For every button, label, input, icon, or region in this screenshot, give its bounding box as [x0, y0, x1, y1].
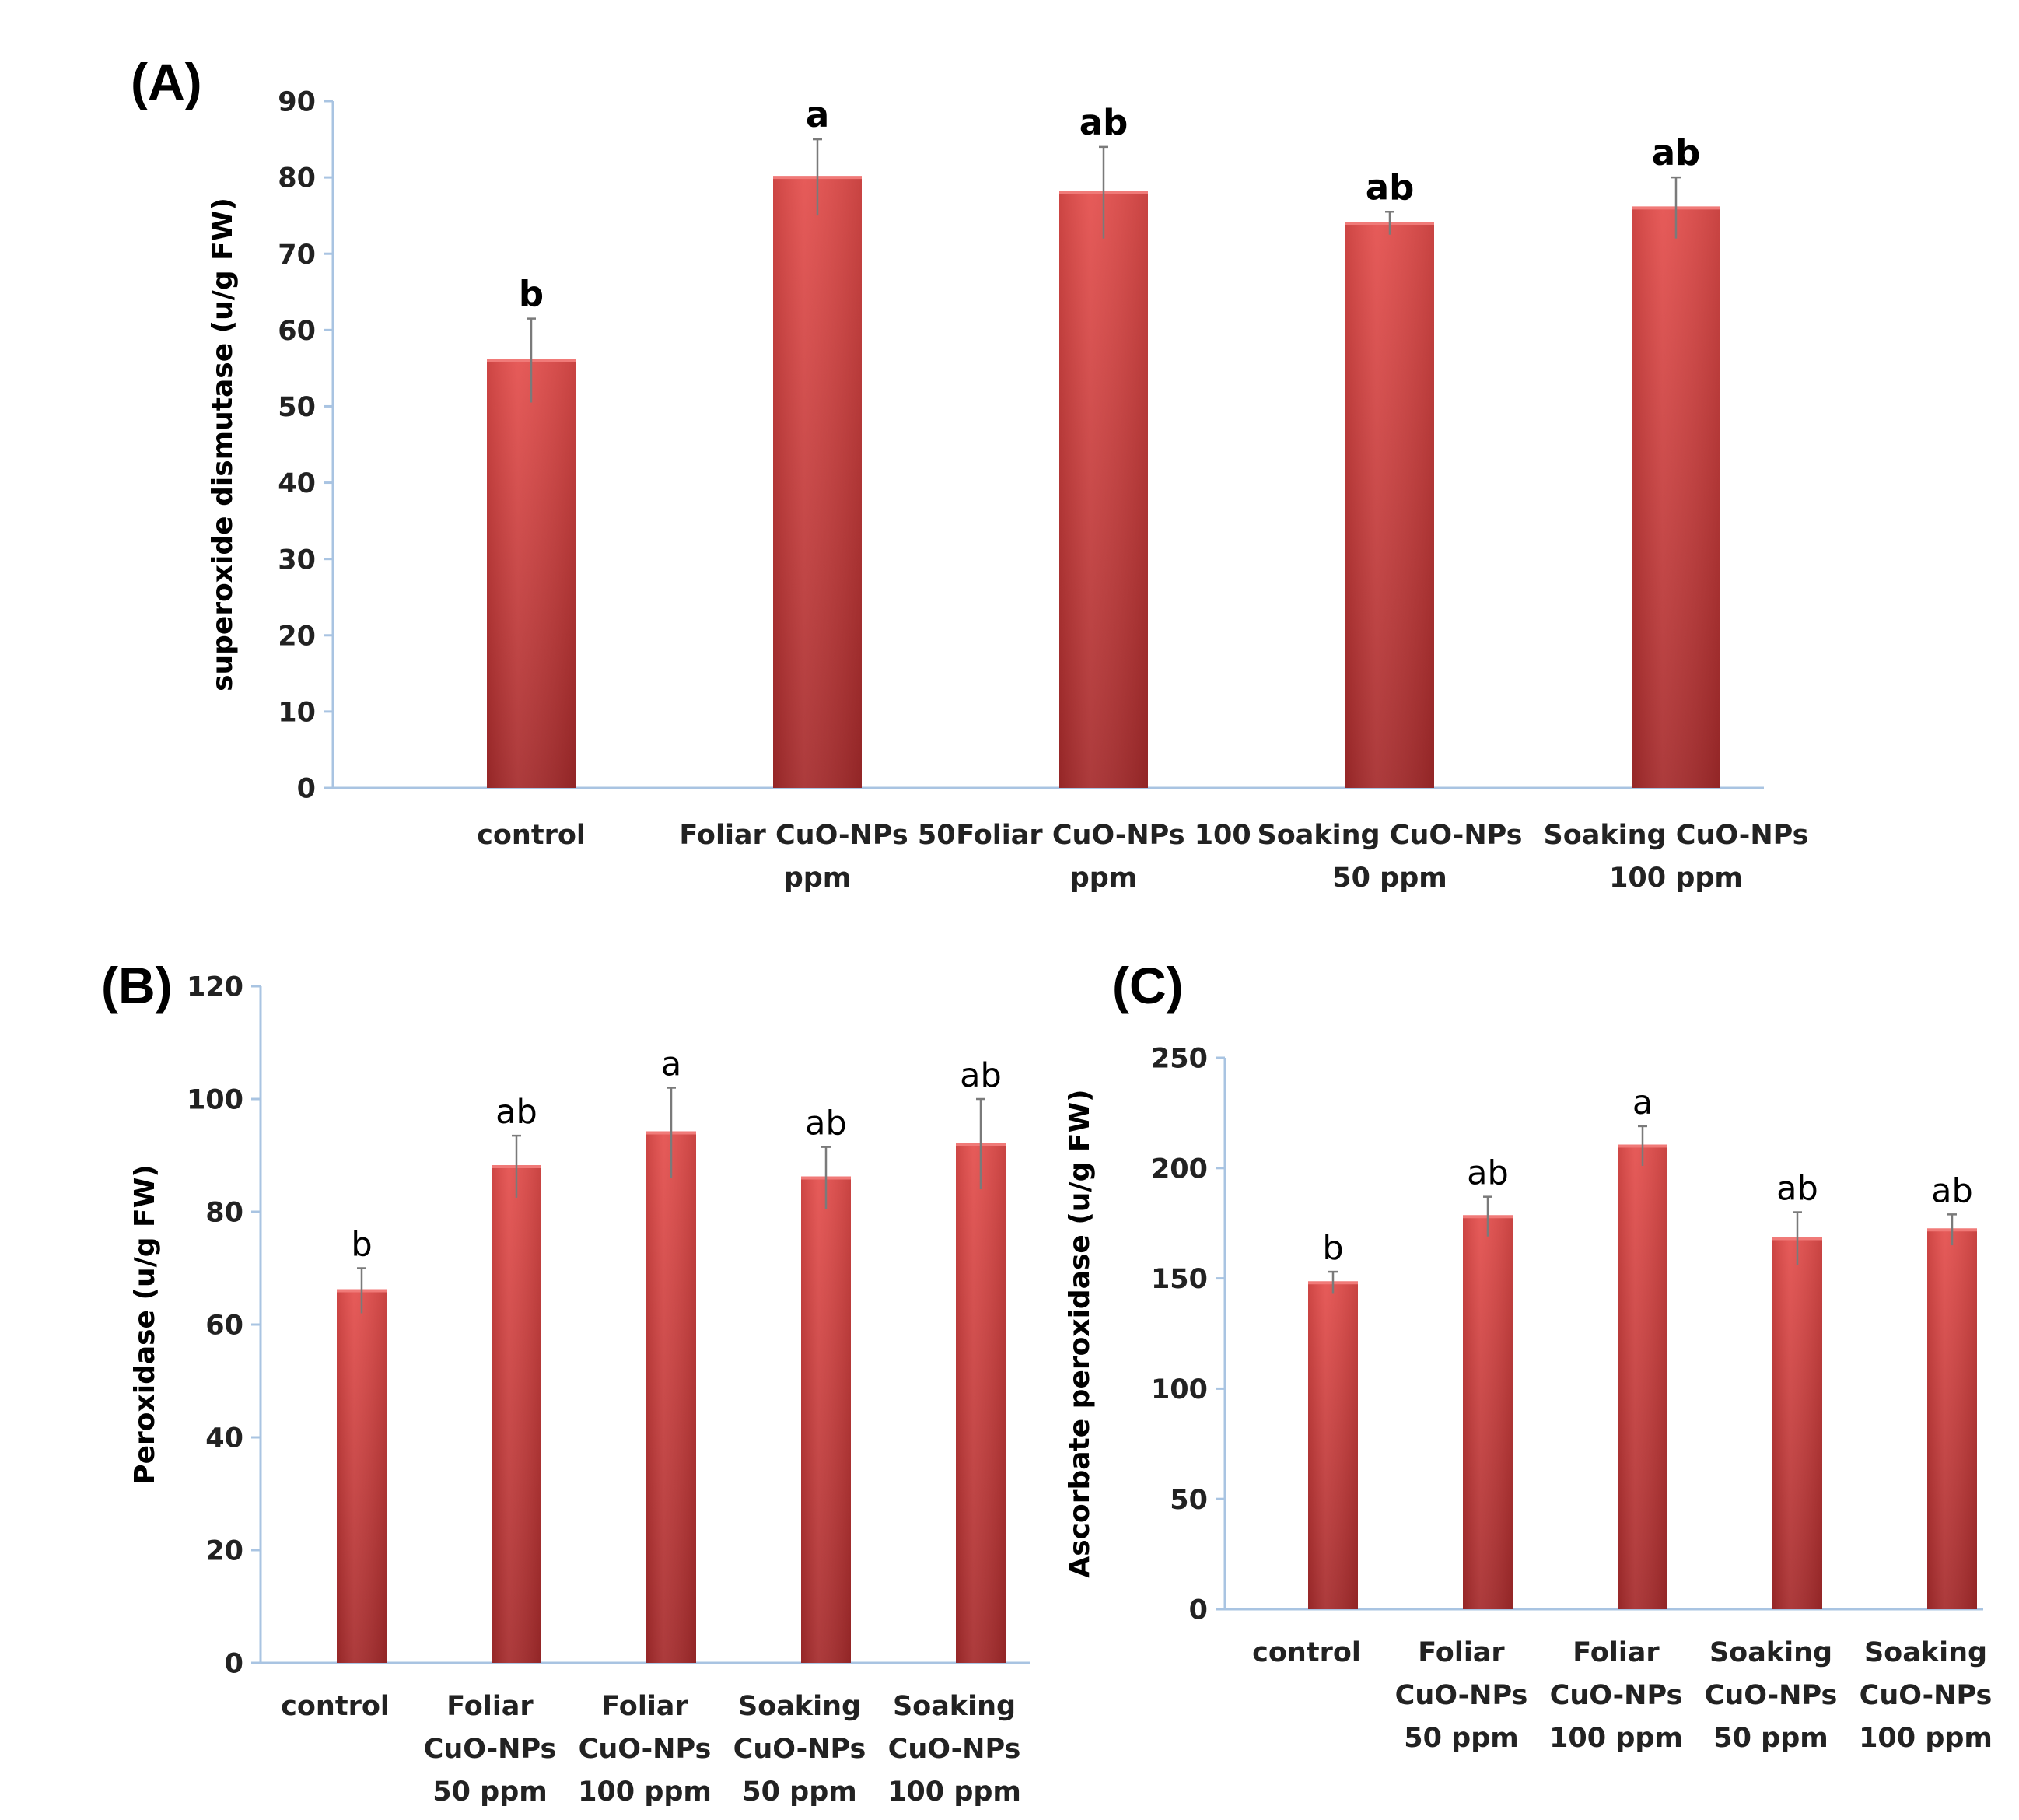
panel-label-b: (B) [101, 957, 173, 1014]
panel-label-c: (C) [1112, 957, 1184, 1014]
y-tick-label-a: 50 [278, 392, 316, 423]
y-tick-label-a: 30 [278, 544, 316, 576]
significance-label-c: ab [1931, 1171, 1973, 1210]
category-label-c: control [1252, 1637, 1361, 1668]
category-label-a: Foliar CuO-NPs 100 [956, 820, 1251, 851]
category-label-b: 100 ppm [887, 1776, 1021, 1808]
chart-panel-c: (C) 0 50 100 150 200 250 Ascorbate peroxidase … [1064, 957, 1993, 1754]
category-label-c: Foliar [1573, 1637, 1660, 1668]
significance-label-b: ab [960, 1056, 1002, 1095]
y-axis-title-b: Peroxidase (u/g FW) [129, 1164, 161, 1485]
bar-shade-b [337, 1290, 387, 1663]
y-tick-label-c: 150 [1151, 1264, 1208, 1295]
y-tick-label-c: 250 [1151, 1044, 1208, 1075]
bar-shade-c [1308, 1283, 1358, 1609]
y-tick-label-b: 100 [187, 1085, 243, 1116]
category-label-a: ppm [1070, 863, 1138, 894]
significance-label-a: b [519, 274, 544, 315]
category-label-a: Foliar CuO-NPs 50 [679, 820, 955, 851]
category-label-b: 100 ppm [578, 1776, 712, 1808]
y-axis-title-a: superoxide dismutase (u/g FW) [207, 198, 239, 691]
y-tick-label-b: 20 [205, 1536, 243, 1567]
significance-label-c: ab [1776, 1170, 1818, 1209]
significance-label-b: a [661, 1045, 681, 1084]
category-label-a: control [477, 820, 586, 851]
category-label-c: CuO-NPs [1395, 1680, 1528, 1711]
y-tick-label-b: 80 [205, 1198, 243, 1229]
bar-shade-c [1618, 1146, 1667, 1609]
category-label-c: 100 ppm [1549, 1723, 1683, 1754]
bar-shade-a [1632, 208, 1720, 788]
significance-label-b: ab [495, 1093, 537, 1132]
bar-shade-a [487, 360, 576, 789]
category-label-a: 100 ppm [1609, 863, 1743, 894]
category-label-c: CuO-NPs [1860, 1680, 1993, 1711]
panel-label-a: (A) [131, 53, 202, 110]
category-label-c: 50 ppm [1713, 1723, 1828, 1754]
significance-label-a: ab [1652, 132, 1701, 173]
category-label-a: Soaking CuO-NPs [1258, 820, 1523, 851]
category-label-b: Foliar [601, 1691, 688, 1722]
category-label-c: CuO-NPs [1550, 1680, 1683, 1711]
category-label-c: 50 ppm [1404, 1723, 1518, 1754]
y-tick-label-a: 0 [297, 774, 316, 805]
significance-label-c: a [1632, 1083, 1653, 1122]
y-tick-label-b: 120 [187, 972, 243, 1003]
y-tick-label-b: 40 [205, 1423, 243, 1454]
y-tick-label-c: 100 [1151, 1374, 1208, 1405]
category-label-b: Foliar [446, 1691, 534, 1722]
category-label-c: Soaking [1864, 1637, 1987, 1668]
bar-shade-b [956, 1144, 1006, 1663]
y-tick-label-b: 0 [225, 1649, 243, 1680]
bar-shade-c [1463, 1216, 1513, 1609]
significance-label-b: ab [805, 1104, 847, 1143]
significance-label-c: b [1322, 1229, 1343, 1268]
y-tick-label-a: 80 [278, 163, 316, 194]
category-label-a: ppm [784, 863, 852, 894]
category-label-b: 50 ppm [432, 1776, 547, 1808]
category-label-a: 50 ppm [1332, 863, 1447, 894]
significance-label-a: a [806, 94, 829, 135]
y-tick-label-c: 200 [1151, 1153, 1208, 1185]
category-label-b: CuO-NPs [424, 1734, 557, 1765]
y-tick-label-b: 60 [205, 1311, 243, 1342]
category-label-b: CuO-NPs [733, 1734, 866, 1765]
bar-shade-c [1927, 1230, 1977, 1609]
bar-shade-b [801, 1178, 851, 1663]
y-tick-label-a: 90 [278, 87, 316, 118]
significance-label-a: ab [1079, 102, 1128, 143]
category-label-c: 100 ppm [1859, 1723, 1993, 1754]
category-label-b: Soaking [893, 1691, 1016, 1722]
y-tick-label-a: 60 [278, 316, 316, 347]
bar-shade-a [773, 177, 862, 789]
chart-panel-a: (A) 0 10 20 30 40 50 60 70 80 90 superoxide dismut… [131, 53, 1809, 894]
y-tick-label-a: 20 [278, 621, 316, 652]
category-label-a: Soaking CuO-NPs [1544, 820, 1809, 851]
category-label-b: CuO-NPs [888, 1734, 1021, 1765]
y-tick-label-a: 70 [278, 240, 316, 271]
significance-label-b: b [351, 1226, 372, 1265]
bar-shade-b [492, 1167, 541, 1663]
category-label-c: CuO-NPs [1705, 1680, 1838, 1711]
significance-label-c: ab [1467, 1154, 1509, 1193]
bar-shade-a [1059, 192, 1148, 788]
chart-panel-b: (B) 0 20 40 60 80 100 120 Peroxidase (u/g FW) b c… [101, 957, 1030, 1808]
category-label-b: Soaking [738, 1691, 861, 1722]
y-axis-title-c: Ascorbate peroxidase (u/g FW) [1064, 1089, 1096, 1577]
category-label-c: Foliar [1418, 1637, 1505, 1668]
y-tick-label-a: 40 [278, 468, 316, 499]
category-label-b: control [281, 1691, 390, 1722]
bar-shade-a [1345, 222, 1434, 788]
category-label-b: 50 ppm [742, 1776, 856, 1808]
category-label-b: CuO-NPs [579, 1734, 712, 1765]
significance-label-a: ab [1366, 166, 1415, 208]
category-label-c: Soaking [1709, 1637, 1832, 1668]
y-tick-label-a: 10 [278, 697, 316, 728]
bar-shade-c [1772, 1238, 1822, 1609]
y-tick-label-c: 0 [1189, 1595, 1208, 1626]
bar-shade-b [646, 1132, 696, 1663]
y-tick-label-c: 50 [1170, 1485, 1208, 1516]
